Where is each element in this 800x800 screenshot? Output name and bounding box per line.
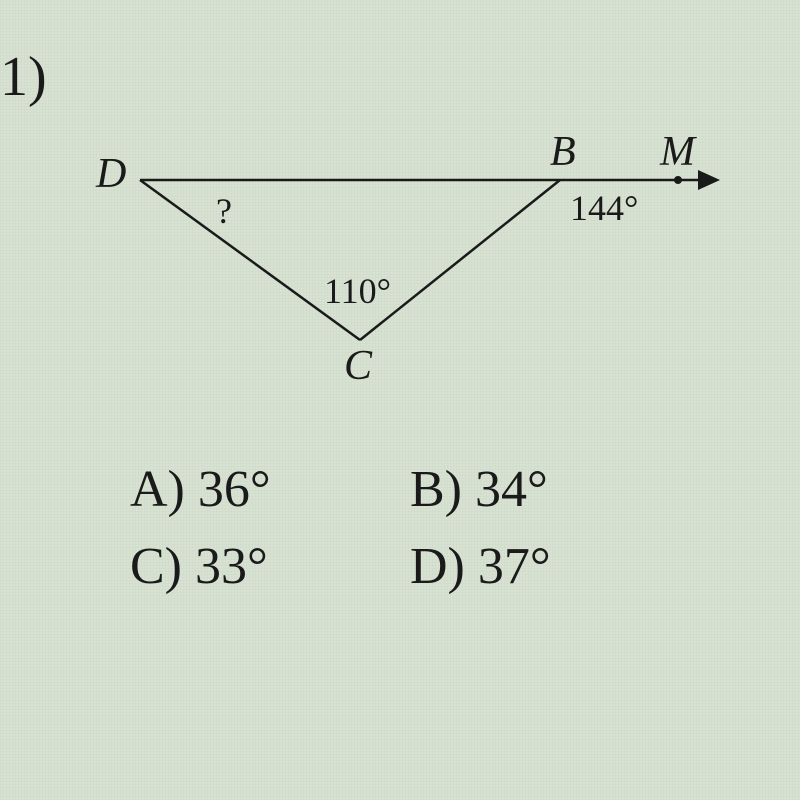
- answer-B-value: 34°: [475, 461, 548, 518]
- vertex-M-label: M: [660, 128, 695, 176]
- question-number: 1): [0, 45, 47, 109]
- answer-A: A) 36°: [130, 460, 410, 519]
- diagram-svg: [80, 120, 720, 420]
- answer-B: B) 34°: [410, 460, 690, 519]
- answer-D: D) 37°: [410, 537, 690, 596]
- line-BC: [360, 180, 560, 340]
- answer-D-value: 37°: [478, 538, 551, 595]
- line-DC: [140, 180, 360, 340]
- vertex-D-label: D: [96, 150, 126, 198]
- vertex-C-label: C: [344, 342, 372, 390]
- angle-C-label: 110°: [324, 270, 391, 312]
- answer-row-1: A) 36° B) 34°: [130, 460, 690, 519]
- answer-row-2: C) 33° D) 37°: [130, 537, 690, 596]
- answer-A-value: 36°: [198, 461, 271, 518]
- vertex-B-label: B: [550, 128, 576, 176]
- arrowhead-icon: [698, 170, 720, 190]
- angle-unknown-label: ?: [216, 190, 232, 232]
- answer-C-value: 33°: [195, 538, 268, 595]
- answer-C: C) 33°: [130, 537, 410, 596]
- angle-exterior-B-label: 144°: [570, 187, 638, 229]
- answer-choices: A) 36° B) 34° C) 33° D) 37°: [130, 460, 690, 614]
- geometry-diagram: D B M C ? 110° 144°: [80, 120, 720, 420]
- point-M-dot: [674, 176, 682, 184]
